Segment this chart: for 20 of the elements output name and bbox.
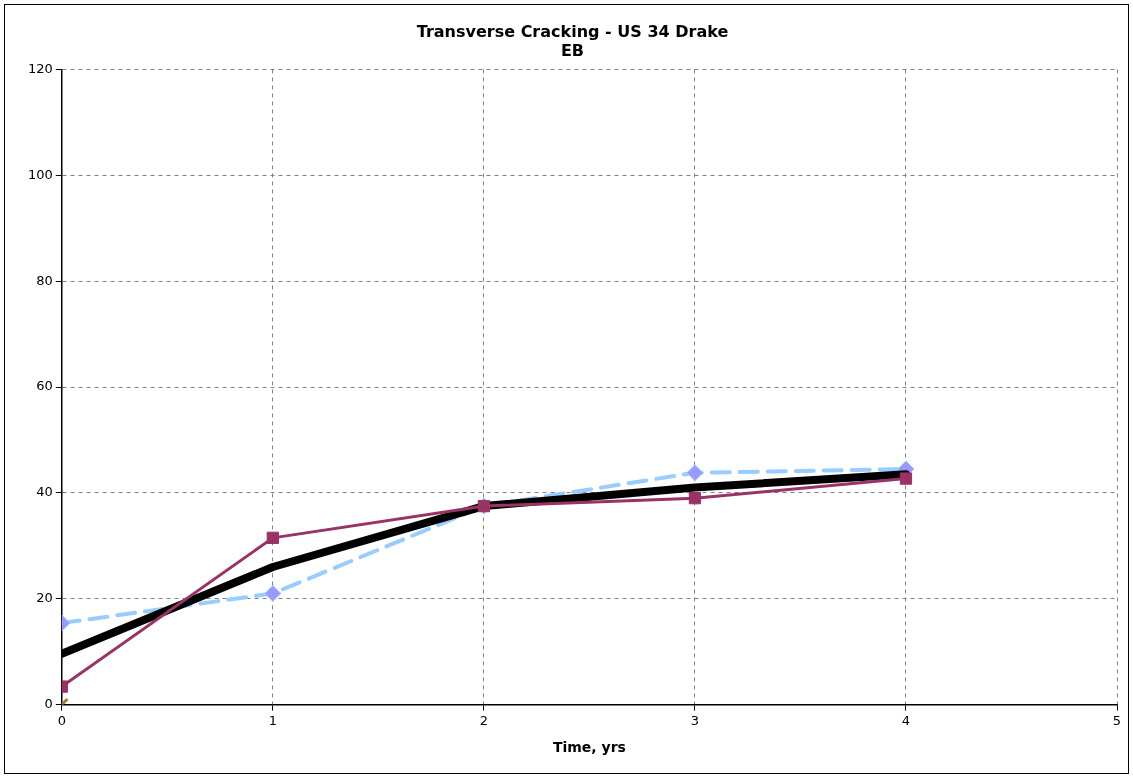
chart-title: Transverse Cracking - US 34 Drake EB (416, 21, 729, 60)
y-tick-label: 60 (36, 378, 53, 394)
x-tick-label: 1 (268, 712, 277, 728)
x-tick-label: 3 (690, 712, 700, 728)
x-tick-label: 5 (1112, 712, 1122, 728)
y-tick-label: 100 (27, 166, 53, 182)
y-tick-label: 120 (27, 60, 53, 76)
x-tick-label: 4 (901, 712, 911, 728)
x-axis-title: Time, yrs (552, 739, 626, 756)
point (688, 492, 702, 505)
x-tick-label: 2 (479, 712, 489, 728)
point (264, 584, 282, 602)
y-tick-label: 20 (36, 590, 53, 606)
point (686, 464, 704, 482)
point (899, 472, 913, 485)
y-tick-label: 0 (44, 695, 53, 711)
y-tick-label: 40 (36, 484, 53, 500)
y-tick-label: 80 (36, 272, 53, 288)
x-tick-label: 0 (57, 712, 66, 728)
point (266, 531, 280, 545)
